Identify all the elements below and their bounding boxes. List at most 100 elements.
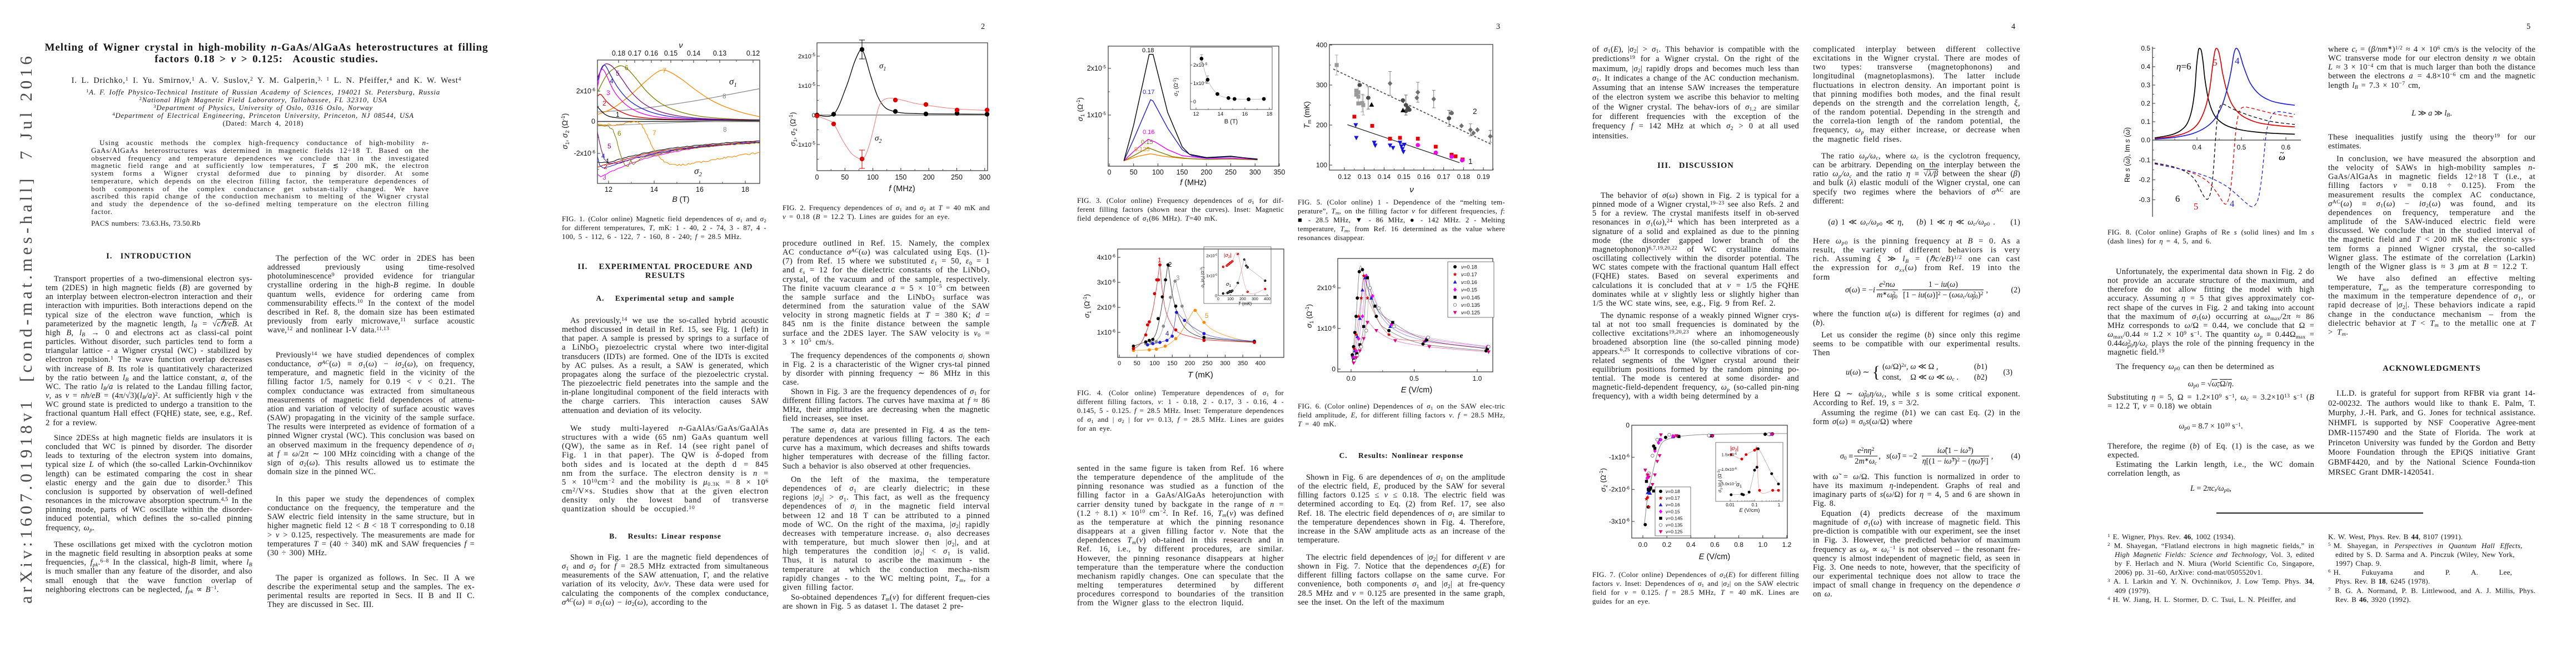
svg-text:200: 200 — [923, 173, 935, 181]
svg-text:0.17: 0.17 — [628, 49, 641, 57]
svg-text:σ1: σ1 — [729, 76, 737, 88]
svg-text:2x10-6: 2x10-6 — [1097, 303, 1116, 311]
svg-text:0.6: 0.6 — [2281, 143, 2291, 151]
svg-text:4: 4 — [2230, 198, 2234, 209]
svg-text:4: 4 — [601, 152, 605, 160]
svg-text:σ1 (Ω-1): σ1 (Ω-1) — [1082, 294, 1092, 318]
svg-text:3: 3 — [602, 173, 606, 181]
svg-text:12: 12 — [605, 186, 612, 193]
svg-text:0.1: 0.1 — [2141, 118, 2150, 126]
svg-text:0.17: 0.17 — [1437, 173, 1451, 181]
svg-text:3: 3 — [1176, 275, 1179, 282]
svg-text:ν=0.17: ν=0.17 — [1666, 495, 1680, 501]
svg-text:0.125: 0.125 — [1134, 146, 1150, 153]
svg-text:0.4: 0.4 — [2141, 63, 2150, 71]
svg-text:0.5: 0.5 — [1409, 375, 1419, 382]
svg-text:0.12: 0.12 — [746, 49, 760, 57]
svg-text:0.17: 0.17 — [1143, 89, 1154, 96]
svg-text:100: 100 — [867, 173, 879, 181]
svg-text:B (T): B (T) — [672, 195, 689, 203]
svg-text:0.2: 0.2 — [2141, 99, 2150, 107]
svg-text:σ1: σ1 — [1226, 281, 1231, 288]
svg-text:σ1 (Ω-1): σ1 (Ω-1) — [1075, 97, 1085, 121]
svg-text:σ2: σ2 — [694, 166, 702, 178]
svg-text:1.0: 1.0 — [1758, 541, 1767, 549]
svg-text:2: 2 — [602, 99, 606, 107]
svg-text:σ2 (Ω-1): σ2 (Ω-1) — [1598, 468, 1608, 492]
svg-text:4: 4 — [2235, 56, 2240, 66]
svg-text:4: 4 — [1165, 331, 1169, 337]
svg-text:2x10-5: 2x10-5 — [798, 52, 816, 60]
svg-text:σ1,|σ2| (Ω-1): σ1,|σ2| (Ω-1) — [1200, 267, 1206, 287]
svg-text:16: 16 — [696, 186, 704, 193]
svg-text:7: 7 — [662, 67, 666, 74]
svg-text:E (V/cm): E (V/cm) — [1401, 386, 1432, 395]
svg-text:-2x10-6: -2x10-6 — [574, 150, 596, 157]
svg-text:250: 250 — [1202, 360, 1212, 367]
svg-text:150: 150 — [895, 173, 906, 181]
svg-text:ν=0.16: ν=0.16 — [1666, 502, 1680, 507]
svg-text:250: 250 — [1225, 168, 1237, 176]
svg-text:6: 6 — [625, 64, 629, 72]
svg-text:0: 0 — [1118, 360, 1121, 367]
svg-text:12: 12 — [1193, 111, 1199, 117]
svg-text:E (V/cm): E (V/cm) — [1699, 552, 1730, 561]
svg-text:0.16: 0.16 — [645, 49, 658, 57]
svg-text:5: 5 — [1205, 313, 1208, 320]
svg-text:5: 5 — [616, 69, 620, 77]
svg-text:400: 400 — [1316, 41, 1327, 49]
svg-text:ν=0.125: ν=0.125 — [1461, 310, 1480, 316]
svg-text:0.3: 0.3 — [2141, 81, 2150, 89]
svg-text:1.0x10-6: 1.0x10-6 — [1722, 467, 1737, 472]
svg-text:1: 1 — [1158, 257, 1161, 264]
svg-text:1x10-5: 1x10-5 — [1087, 111, 1107, 119]
svg-text:0: 0 — [812, 112, 815, 119]
svg-text:250: 250 — [951, 173, 963, 181]
svg-text:T (mK): T (mK) — [1188, 370, 1213, 380]
svg-text:0.12: 0.12 — [1338, 173, 1351, 181]
svg-text:E (V/cm): E (V/cm) — [1740, 507, 1760, 514]
svg-text:150: 150 — [1177, 168, 1188, 176]
svg-text:6: 6 — [2175, 193, 2180, 204]
svg-text:7: 7 — [652, 129, 656, 137]
svg-text:300: 300 — [1220, 360, 1230, 367]
svg-text:0.5: 0.5 — [2141, 44, 2150, 52]
svg-text:Tm (mK): Tm (mK) — [1303, 101, 1312, 128]
svg-text:2x10-6: 2x10-6 — [1317, 284, 1336, 292]
svg-text:300: 300 — [1252, 297, 1258, 301]
svg-text:0: 0 — [1626, 421, 1630, 429]
svg-text:2x10-5: 2x10-5 — [1193, 62, 1208, 68]
svg-text:100: 100 — [1316, 161, 1327, 169]
svg-text:0.18: 0.18 — [1457, 173, 1471, 181]
svg-text:|σ2|: |σ2| — [1224, 252, 1232, 259]
svg-text:0: 0 — [591, 118, 595, 126]
svg-text:0: 0 — [1217, 297, 1219, 301]
svg-text:-0.1: -0.1 — [2139, 156, 2150, 164]
svg-text:0.2: 0.2 — [1662, 541, 1672, 549]
svg-text:1x10-6: 1x10-6 — [1206, 273, 1217, 278]
svg-text:ν=0.145: ν=0.145 — [1461, 295, 1480, 301]
svg-text:6: 6 — [617, 130, 621, 137]
svg-text:0.0: 0.0 — [1638, 541, 1648, 549]
svg-text:Re s (ω~), Im s (ω~): Re s (ω~), Im s (ω~) — [2120, 127, 2131, 182]
svg-text:ν=0.15: ν=0.15 — [1666, 509, 1680, 514]
svg-text:-0.3: -0.3 — [2139, 196, 2150, 203]
svg-text:14: 14 — [1218, 111, 1224, 117]
svg-text:3x10-6: 3x10-6 — [1097, 278, 1116, 286]
svg-text:350: 350 — [1238, 360, 1248, 367]
svg-text:5: 5 — [2213, 57, 2218, 68]
svg-text:ω: ω — [2279, 153, 2285, 162]
svg-text:18: 18 — [741, 186, 749, 193]
svg-text:100: 100 — [1227, 297, 1234, 301]
svg-text:f (MHz): f (MHz) — [889, 185, 915, 193]
svg-text:0.18: 0.18 — [612, 49, 625, 57]
svg-text:4: 4 — [610, 77, 614, 85]
svg-text:σ1, σ2 (Ω-1): σ1, σ2 (Ω-1) — [560, 113, 570, 150]
svg-text:2x10-6: 2x10-6 — [1206, 253, 1217, 258]
svg-text:1: 1 — [606, 157, 610, 165]
svg-text:5: 5 — [607, 142, 611, 150]
svg-text:ν=0.16: ν=0.16 — [1461, 280, 1477, 286]
svg-text:5.0x10-7: 5.0x10-7 — [1722, 481, 1737, 486]
svg-text:1: 1 — [1468, 157, 1473, 166]
svg-text:η=6: η=6 — [2176, 61, 2191, 72]
